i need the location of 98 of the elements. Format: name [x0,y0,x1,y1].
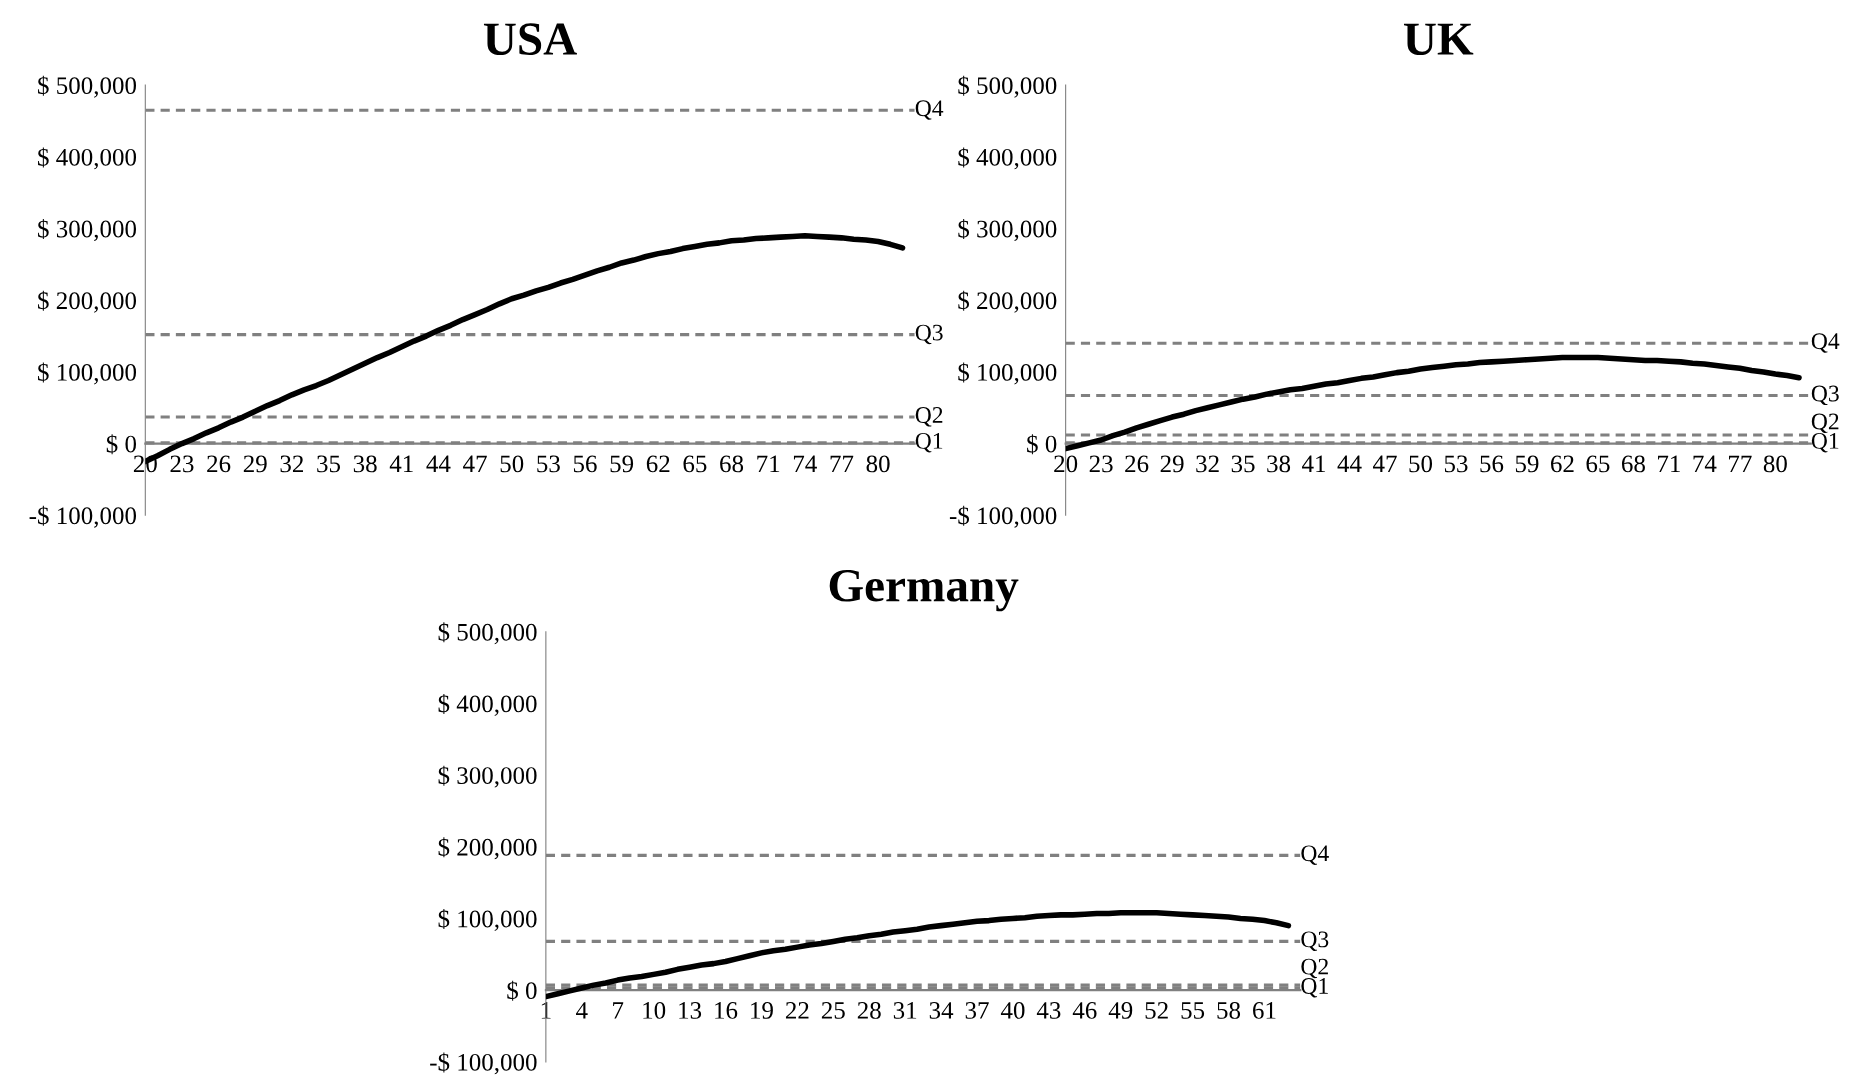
y-tick-label: -$ 100,000 [949,505,1057,528]
x-tick-label: 59 [610,455,634,473]
x-tick-label: 71 [757,455,780,473]
y-tick-label: $ 300,000 [958,219,1057,242]
x-tick-label: 80 [866,455,890,473]
y-tick-label: $ 100,000 [438,909,537,931]
x-tick-label: 56 [573,455,597,473]
y-tick-label: $ 0 [106,434,137,455]
x-tick-label: 74 [793,455,817,473]
y-tick-label: $ 400,000 [958,147,1057,170]
x-tick-label: 10 [643,1001,666,1019]
x-tick-label: 37 [965,1002,989,1019]
x-tick-label: 1 [541,1002,551,1019]
ref-line-label: Q1 [1811,432,1839,453]
ref-line-label: Q2 [1301,958,1328,979]
x-tick-label: 62 [1551,455,1574,473]
x-tick-label: 34 [929,1002,954,1019]
ref-line-label: Q3 [1811,385,1839,406]
y-tick-label: $ 400,000 [38,147,137,170]
x-tick-label: 29 [1160,455,1184,473]
x-tick-label: 31 [893,1002,917,1019]
x-tick-label: 26 [207,455,231,473]
x-tick-label: 50 [500,455,524,473]
x-tick-label: 55 [1181,1002,1205,1019]
ref-line-label: Q3 [915,324,943,345]
x-tick-label: 4 [576,1002,588,1019]
x-tick-label: 77 [830,455,854,473]
x-tick-label: 53 [1444,455,1468,473]
ref-line-label: Q1 [1301,978,1328,998]
x-tick-label: 40 [1000,1001,1025,1019]
chart-title: Germany [829,569,1019,612]
x-tick-label: 26 [1125,455,1149,473]
x-tick-label: 50 [1409,455,1433,473]
x-tick-label: 44 [1337,455,1362,473]
x-tick-label: 35 [317,455,341,473]
x-tick-label: 80 [1763,455,1787,473]
x-tick-label: 35 [1231,455,1255,473]
x-tick-label: 49 [1108,1002,1133,1019]
ref-line-label: Q2 [915,407,943,427]
x-tick-label: 13 [679,1002,702,1019]
x-tick-label: 62 [646,455,670,473]
y-tick-label: $ 500,000 [38,75,137,98]
x-tick-label: 44 [426,455,451,473]
x-tick-label: 38 [353,455,377,473]
x-tick-label: 32 [1196,455,1219,473]
x-tick-label: 68 [1621,455,1645,473]
y-tick-label: $ 500,000 [438,622,537,645]
x-tick-label: 58 [1217,1001,1241,1019]
x-tick-label: 7 [613,1002,624,1019]
ref-line-label: Q4 [1811,333,1840,353]
y-tick-label: $ 200,000 [38,290,137,313]
x-tick-label: 53 [537,455,560,473]
x-tick-label: 52 [1145,1002,1168,1019]
ref-line-label: Q4 [915,100,944,120]
x-tick-label: 25 [821,1002,845,1019]
y-tick-label: -$ 100,000 [430,1052,537,1075]
y-tick-label: $ 100,000 [38,362,137,385]
x-tick-label: 77 [1729,455,1752,473]
x-tick-label: 61 [1253,1002,1276,1019]
y-tick-label: $ 300,000 [38,219,137,242]
x-tick-label: 20 [1054,455,1078,473]
x-tick-label: 46 [1072,1002,1097,1019]
x-tick-label: 41 [1302,455,1326,473]
x-tick-label: 32 [280,455,303,473]
y-tick-label: $ 200,000 [438,837,537,860]
x-tick-label: 59 [1515,455,1539,473]
x-tick-label: 68 [720,455,744,473]
x-tick-label: 74 [1693,455,1717,473]
ref-line-label: Q2 [1811,413,1839,434]
x-tick-label: 19 [751,1002,773,1019]
y-tick-label: $ 300,000 [438,765,537,788]
ref-line-label: Q1 [915,432,943,453]
x-tick-label: 23 [1089,455,1113,473]
chart-title: USA [483,23,577,56]
x-tick-label: 22 [785,1002,809,1019]
x-tick-label: 29 [243,455,267,473]
y-tick-label: $ 0 [507,980,537,1001]
x-tick-label: 28 [857,1001,881,1019]
chart-title: UK [1403,23,1474,56]
y-tick-label: $ 500,000 [958,75,1057,98]
x-tick-label: 23 [170,455,194,473]
x-tick-label: 71 [1658,455,1680,473]
x-tick-label: 47 [1373,455,1397,473]
x-tick-label: 41 [389,455,413,473]
x-tick-label: 43 [1036,1002,1061,1019]
x-tick-label: 16 [715,1002,738,1019]
x-tick-label: 38 [1267,455,1291,473]
x-tick-label: 65 [1586,455,1610,473]
y-tick-label: $ 100,000 [958,362,1057,385]
y-tick-label: $ 200,000 [958,290,1057,313]
x-tick-label: 56 [1480,455,1504,473]
ref-line-label: Q3 [1301,931,1329,951]
ref-line-label: Q4 [1301,845,1329,865]
x-tick-label: 65 [683,455,707,473]
y-tick-label: $ 400,000 [438,693,537,716]
y-tick-label: -$ 100,000 [29,505,137,528]
y-tick-label: $ 0 [1027,434,1057,455]
x-tick-label: 47 [463,455,487,473]
